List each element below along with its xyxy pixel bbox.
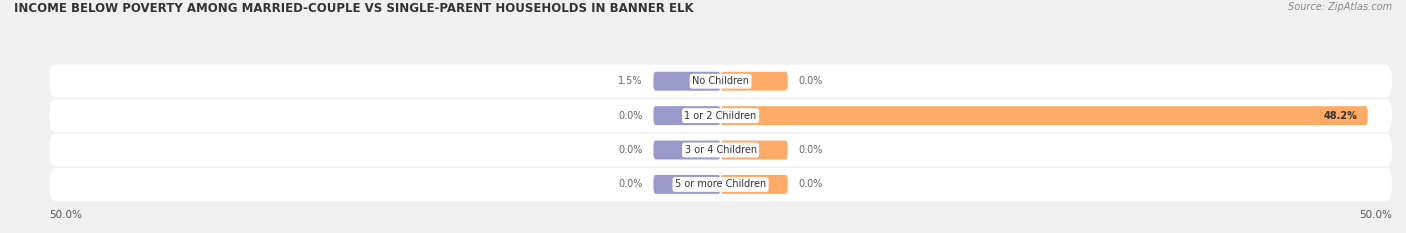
FancyBboxPatch shape: [49, 99, 1392, 132]
Text: 5 or more Children: 5 or more Children: [675, 179, 766, 189]
FancyBboxPatch shape: [721, 140, 787, 159]
Text: 0.0%: 0.0%: [799, 76, 823, 86]
Text: 0.0%: 0.0%: [619, 179, 643, 189]
FancyBboxPatch shape: [721, 106, 1368, 125]
Text: Source: ZipAtlas.com: Source: ZipAtlas.com: [1288, 2, 1392, 12]
FancyBboxPatch shape: [49, 65, 1392, 98]
FancyBboxPatch shape: [654, 106, 721, 125]
Text: 48.2%: 48.2%: [1323, 111, 1357, 121]
Text: INCOME BELOW POVERTY AMONG MARRIED-COUPLE VS SINGLE-PARENT HOUSEHOLDS IN BANNER : INCOME BELOW POVERTY AMONG MARRIED-COUPL…: [14, 2, 693, 15]
FancyBboxPatch shape: [49, 168, 1392, 201]
Text: 50.0%: 50.0%: [49, 210, 82, 220]
Text: 0.0%: 0.0%: [619, 145, 643, 155]
Text: 1 or 2 Children: 1 or 2 Children: [685, 111, 756, 121]
Text: 0.0%: 0.0%: [799, 179, 823, 189]
Text: 0.0%: 0.0%: [799, 145, 823, 155]
FancyBboxPatch shape: [49, 134, 1392, 167]
FancyBboxPatch shape: [721, 72, 787, 91]
Text: No Children: No Children: [692, 76, 749, 86]
Text: 0.0%: 0.0%: [619, 111, 643, 121]
FancyBboxPatch shape: [654, 140, 721, 159]
Text: 3 or 4 Children: 3 or 4 Children: [685, 145, 756, 155]
Text: 50.0%: 50.0%: [1360, 210, 1392, 220]
FancyBboxPatch shape: [721, 175, 787, 194]
FancyBboxPatch shape: [654, 72, 721, 91]
Text: 1.5%: 1.5%: [619, 76, 643, 86]
FancyBboxPatch shape: [654, 175, 721, 194]
